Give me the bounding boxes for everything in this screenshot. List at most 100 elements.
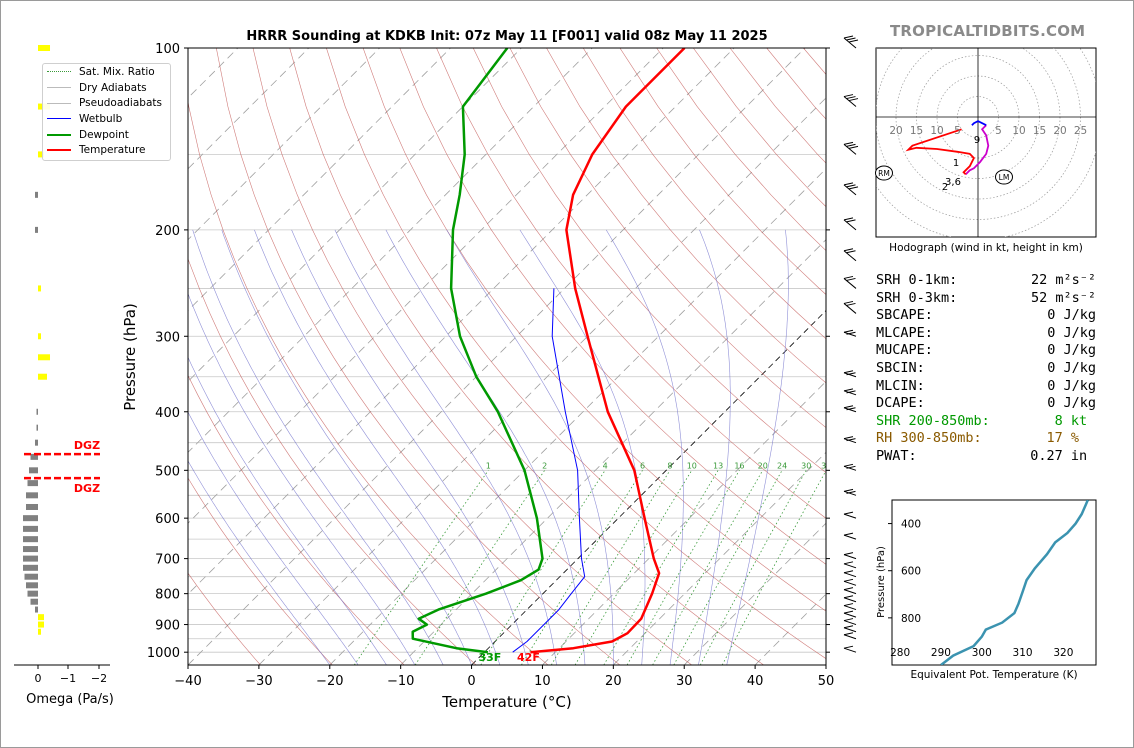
- stat-label: SRH 0-3km:: [876, 289, 958, 306]
- barb-flag: [843, 532, 854, 536]
- stat-value: 0.27 in: [1014, 447, 1088, 464]
- stat-row: MUCAPE: 0 J/kg: [876, 342, 1096, 360]
- barb-flag: [843, 570, 854, 574]
- stat-value: 0 J/kg: [1006, 307, 1096, 324]
- moist-adiabat-line: [726, 229, 789, 665]
- stat-label: DCAPE:: [876, 395, 925, 412]
- legend-item-pseudoadiabats: Pseudoadiabats: [43, 95, 170, 111]
- stat-row: SRH 0-1km: 22 m²s⁻²: [876, 272, 1096, 290]
- moist-adiabat-line: [254, 229, 501, 665]
- omega-bar: [35, 226, 38, 233]
- dry-adiabat-line: [472, 48, 826, 473]
- barb-staff: [843, 331, 857, 337]
- theta-x-axis-label: Equivalent Pot. Temperature (K): [910, 669, 1077, 681]
- barb-flag: [843, 511, 854, 515]
- barb-flag: [846, 438, 856, 442]
- wind-barb: [843, 405, 857, 413]
- stat-value: 8 kt: [1014, 412, 1088, 429]
- mixing-ratio-line: [480, 470, 606, 665]
- wind-barb: [843, 561, 857, 569]
- barb-flag: [848, 98, 859, 102]
- mixing-ratio-line: [626, 470, 740, 665]
- isotherm-line: [329, 168, 826, 665]
- hodo-0-3km-line: [965, 124, 990, 176]
- wind-barb: [843, 595, 857, 603]
- moist-adiabat-line: [698, 229, 731, 665]
- dry-adiabat-line: [216, 48, 621, 665]
- hodograph-plot: [876, 48, 1096, 237]
- wind-barbs: [843, 35, 859, 653]
- skewt-background-lines: 1 2 4 6 8 10 13 16 20 24 30 36: [188, 48, 826, 665]
- omega-bar: [30, 598, 38, 605]
- isotherm-line: [400, 239, 826, 665]
- barb-staff: [843, 184, 857, 196]
- barb-flag: [846, 331, 856, 335]
- moist-adiabat-line: [385, 229, 586, 665]
- x-tick-label: −30: [245, 674, 272, 689]
- wind-barb: [843, 94, 859, 107]
- barb-flag: [846, 219, 856, 223]
- legend-swatch: [47, 102, 71, 104]
- omega-bar: [29, 467, 38, 474]
- hodo-height-label: 2: [942, 182, 948, 193]
- legend-label: Pseudoadiabats: [79, 97, 162, 110]
- moist-adiabat-line: [446, 229, 614, 665]
- stat-value: 0 J/kg: [1006, 359, 1096, 376]
- barb-flag: [846, 143, 856, 147]
- barb-flag: [843, 217, 854, 221]
- stat-row: SBCAPE: 0 J/kg: [876, 307, 1096, 325]
- x-tick-label: 50: [818, 674, 835, 689]
- omega-bar: [36, 424, 38, 431]
- wind-barb: [843, 388, 857, 396]
- barb-staff: [843, 554, 857, 560]
- omega-bar: [38, 373, 47, 380]
- wind-barb: [843, 578, 857, 586]
- stat-row: SHR 200-850mb: 8 kt: [876, 413, 1096, 431]
- barb-flag: [846, 277, 856, 281]
- omega-bar: [27, 480, 38, 487]
- hodo-height-label: 3,6: [945, 177, 961, 188]
- theta-x-tick-label: 300: [972, 647, 992, 659]
- stat-value: 52 m²s⁻²: [998, 289, 1096, 306]
- moist-adiabat-line: [188, 356, 387, 665]
- y-tick-label: 1000: [147, 646, 180, 661]
- dry-adiabat-line: [188, 257, 477, 665]
- legend-swatch: [47, 87, 71, 89]
- mixing-ratio-label: 1: [486, 461, 491, 470]
- surface-dewpoint-label: 33F: [478, 651, 501, 664]
- isotherm-line: [542, 380, 826, 665]
- dry-adiabat-line: [509, 48, 826, 429]
- legend: Sat. Mix. Ratio Dry Adiabats Pseudoadiab…: [42, 63, 171, 161]
- stat-row: SBCIN: 0 J/kg: [876, 360, 1096, 378]
- hodo-ring-label: 5: [995, 125, 1002, 137]
- legend-item-dewpoint: Dewpoint: [43, 127, 170, 143]
- dry-adiabat-line: [188, 477, 333, 665]
- dry-adiabat-line: [362, 48, 826, 612]
- dry-adiabat-line: [582, 48, 826, 340]
- isotherm-line: [188, 48, 806, 665]
- moist-adiabat-line: [192, 229, 444, 665]
- hodo-storm-marker-label: LM: [999, 173, 1010, 182]
- omega-bar: [38, 354, 50, 361]
- y-axis-label: Pressure (hPa): [121, 303, 139, 411]
- omega-bar: [23, 515, 38, 522]
- barb-flag: [843, 587, 854, 591]
- omega-tick-label: −1: [60, 672, 76, 685]
- stat-label: SHR 200-850mb:: [876, 412, 990, 429]
- skewt-profiles: [411, 48, 686, 654]
- stat-row: MLCIN: 0 J/kg: [876, 378, 1096, 396]
- moist-adiabat-line: [334, 229, 557, 665]
- barb-flag: [846, 250, 856, 254]
- barb-staff: [843, 534, 857, 540]
- stat-value: 17 %: [1014, 430, 1080, 447]
- wind-barb: [843, 275, 857, 289]
- y-tick-label: 700: [155, 553, 180, 568]
- barb-flag: [843, 388, 854, 392]
- omega-bar: [24, 573, 38, 580]
- mixing-ratio-label: 13: [713, 461, 723, 470]
- legend-label: Dewpoint: [79, 128, 129, 141]
- stats-table: SRH 0-1km: 22 m²s⁻² SRH 0-3km: 52 m²s⁻² SB…: [876, 272, 1096, 466]
- x-tick-label: −20: [316, 674, 343, 689]
- y-tick-label: 600: [155, 512, 180, 527]
- legend-swatch: [47, 149, 71, 152]
